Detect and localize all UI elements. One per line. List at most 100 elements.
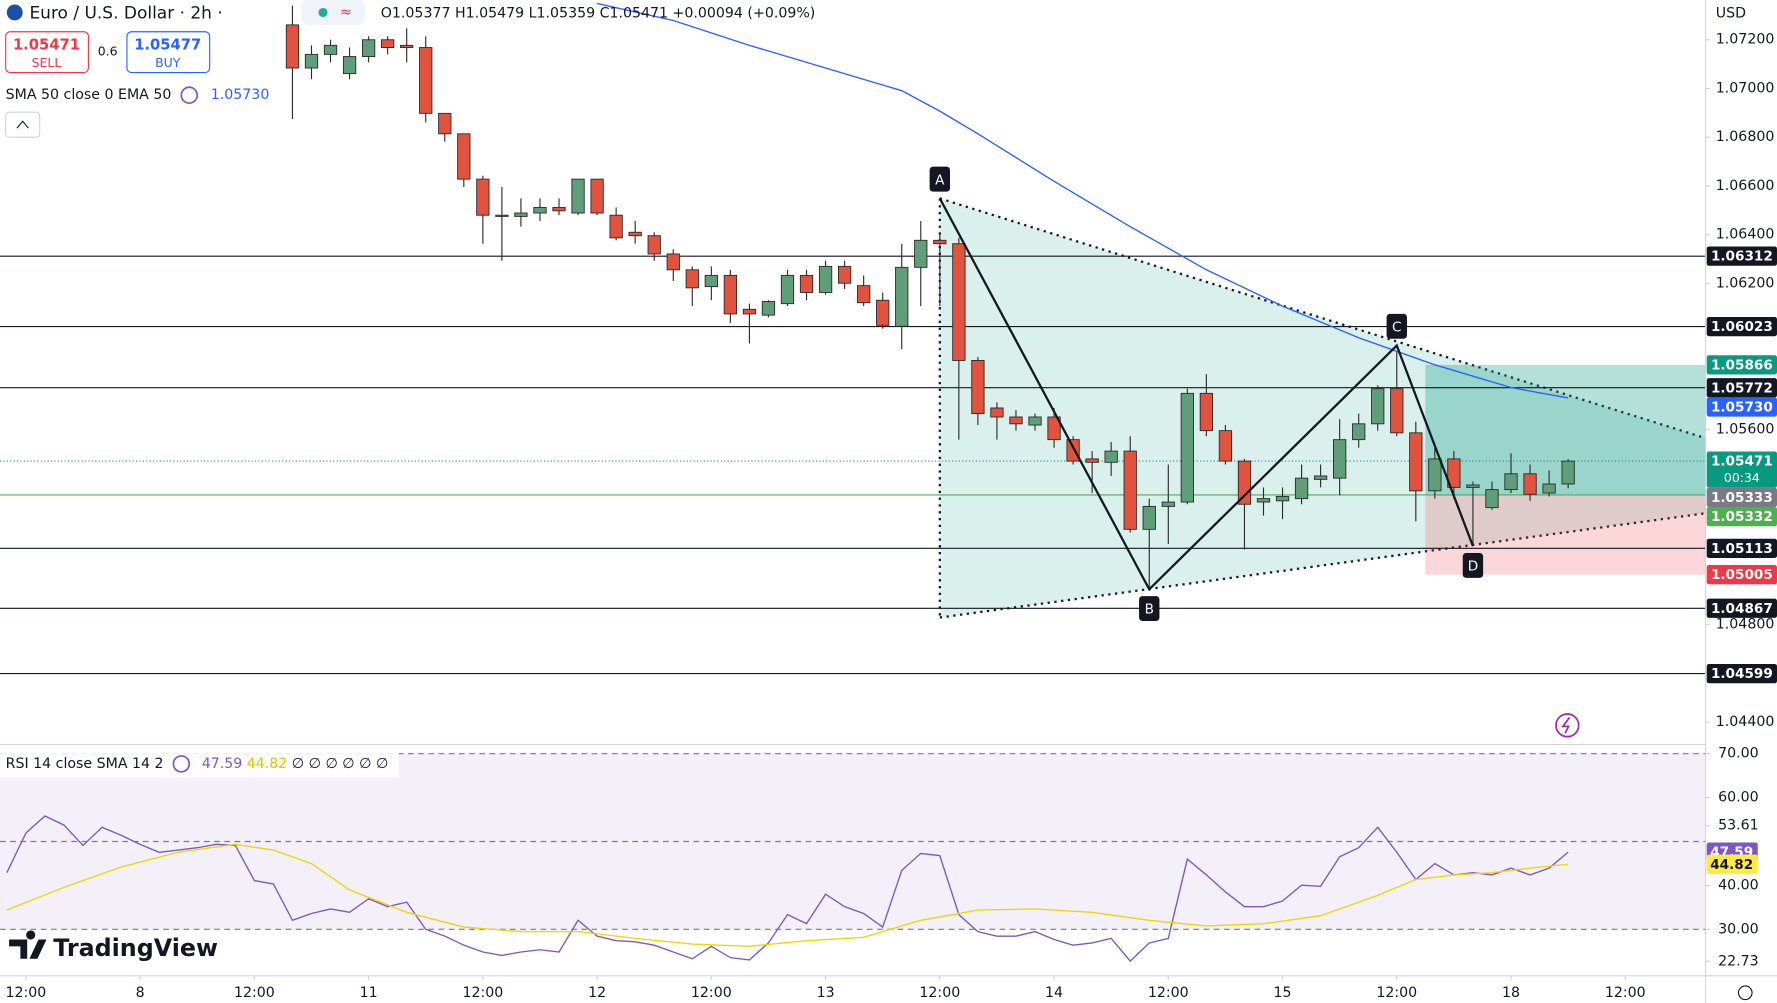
low: L1.05359 [529,6,595,22]
pattern-label: C [1392,319,1401,335]
candle-body [1199,392,1214,432]
rsi-y-tick-label: 30.00 [1718,921,1759,937]
rsi-sma-value: 44.82 [247,756,288,772]
currency[interactable]: USD [1716,6,1746,22]
candle-body [285,24,300,69]
alert-bolt [1561,716,1571,734]
candle-body [495,214,509,217]
candle-body [1085,458,1099,463]
candle-body [361,39,376,58]
x-tick-label: 12:00 [1376,985,1417,1001]
status-pill[interactable] [301,0,365,25]
candle-body [438,112,452,135]
candle-body [1466,484,1480,488]
rsi-legend[interactable]: RSI 14 close SMA 14 2 [6,756,164,772]
pattern-label: B [1145,602,1154,618]
candle-body [971,359,985,415]
y-tick-label: 1.06400 [1716,227,1775,243]
candle-body [876,299,890,326]
candle-body [590,178,604,214]
open: O1.05377 [381,6,451,22]
price-tag [1706,663,1777,684]
candle-body [1066,439,1080,462]
candle-body [685,269,699,289]
buy-button[interactable] [126,31,211,74]
candle-body [1371,388,1385,425]
price-tag-label: 1.06312 [1711,249,1773,265]
price-tag-label: 1.05333 [1711,490,1773,506]
sma-sync-icon[interactable] [180,86,199,104]
rsi-tag-label: 44.82 [1710,857,1753,873]
candle-body [628,231,642,237]
candle-body [933,239,947,245]
candle-body [1504,473,1518,491]
pattern-line [938,197,1474,592]
price-tag-label: 1.06023 [1711,319,1773,335]
rsi-line [6,815,1569,963]
candle-body [1275,495,1290,502]
x-tick-label: 15 [1274,985,1292,1001]
price-tag [1706,246,1777,266]
sell-button[interactable] [5,31,89,74]
sma-value: 1.05730 [211,87,270,103]
close: C1.05471 [600,6,668,22]
price-tag-label: 1.05772 [1711,380,1773,396]
candle-body [1047,416,1061,441]
candle-body [1237,460,1252,505]
price-tag-label: 1.05005 [1711,567,1773,583]
pattern-label: D [1468,559,1478,575]
candle-body [990,407,1004,418]
candle-body [799,274,814,293]
candle-body [1542,483,1556,494]
rsi-y-tick-label: 60.00 [1718,790,1759,806]
collapse-button[interactable] [5,111,41,138]
flag-icon [6,4,23,21]
rsi-sync-icon[interactable] [172,755,191,773]
sma-legend[interactable]: SMA 50 close 0 EMA 50 [6,87,172,103]
price-tag-label: 1.04867 [1711,601,1773,617]
candle-body [342,56,357,75]
price-tag-label: 1.05730 [1711,400,1773,416]
logo-text[interactable]: TradingView [53,934,218,962]
candle-body [1180,392,1194,503]
price-tag-label: 1.04599 [1711,666,1773,682]
candle-body [723,274,738,315]
buy-label: BUY [155,55,181,70]
rsi-tag [1706,854,1758,874]
candle-body [1428,458,1442,492]
sell-price: 1.05471 [13,36,80,53]
candle-body [1161,501,1175,507]
candle-body [1352,423,1366,441]
candle-body [857,285,871,304]
change: +0.00094 (+0.09%) [673,6,816,22]
rsi-y-tick-label: 22.73 [1718,953,1759,969]
price-tag [1706,355,1777,375]
price-tag [1706,451,1777,488]
candle-body [1028,416,1042,426]
settings-icon[interactable] [1737,985,1753,1001]
ohlc-legend: O1.05377 H1.05479 L1.05359 C1.05471 +0.0… [381,6,816,22]
candle-body [1523,473,1537,495]
alert-icon[interactable] [1555,713,1580,738]
y-tick-label: 1.07200 [1716,32,1775,48]
candle-body [761,301,776,316]
x-tick-label: 14 [1045,985,1063,1001]
candle-body [780,274,795,305]
symbol-title[interactable]: Euro / U.S. Dollar · 2h · [29,4,222,24]
plot-layer: A B C D [0,2,1706,963]
candle-body [895,266,909,327]
price-tag-label: 1.05471 [1711,454,1773,470]
candle-body [533,206,547,214]
logo-mark [9,930,47,959]
pattern-label-bg [929,166,951,192]
y-tick-label: 1.05600 [1716,422,1775,438]
price-tag [1706,506,1777,527]
y-tick-label: 1.04800 [1716,617,1775,633]
x-tick-label: 12:00 [1148,985,1189,1001]
price-tag [1706,378,1777,398]
candle-body [1333,439,1347,479]
candle-body [647,235,661,255]
x-tick-label: 13 [817,985,835,1001]
candle-body [514,212,528,217]
